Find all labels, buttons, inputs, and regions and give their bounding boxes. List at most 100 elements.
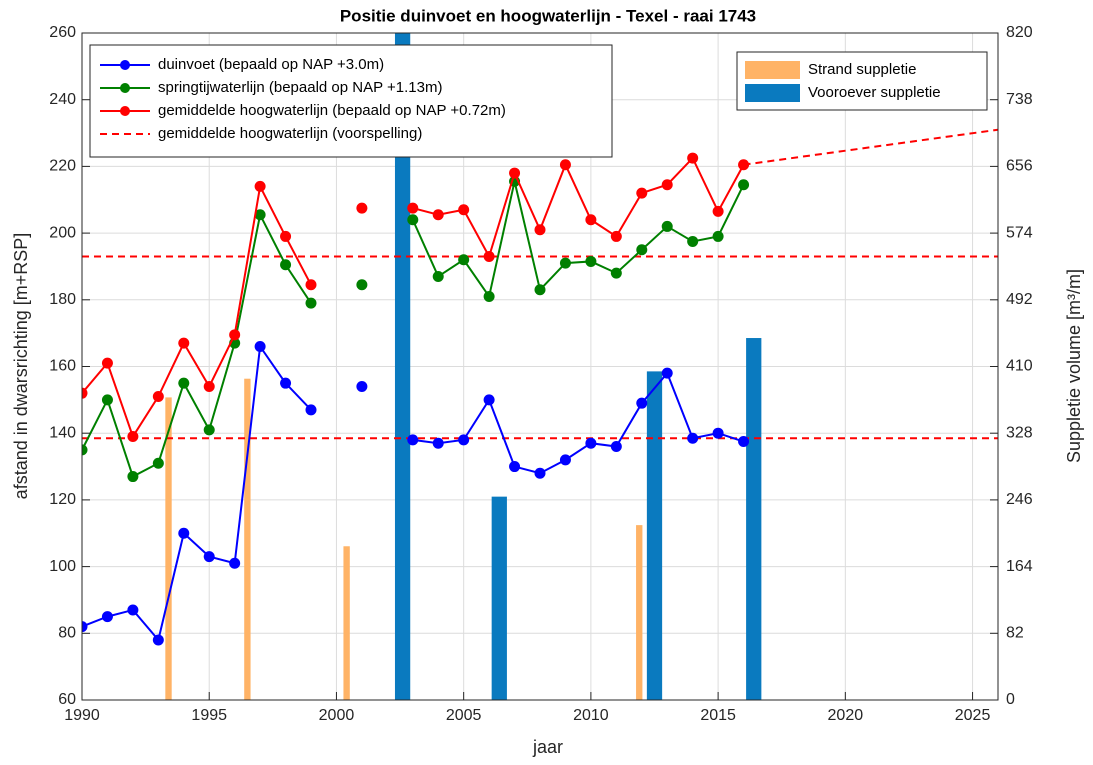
point — [254, 180, 266, 192]
point — [559, 454, 571, 466]
point — [458, 204, 470, 216]
bar — [244, 378, 251, 700]
point — [82, 444, 88, 456]
point — [280, 259, 292, 271]
legend-label: Strand suppletie — [808, 61, 916, 78]
y2-tick-label: 492 — [1006, 291, 1033, 308]
y-tick-label: 220 — [49, 158, 76, 175]
point — [203, 551, 215, 563]
y-tick-label: 200 — [49, 224, 76, 241]
point — [712, 205, 724, 217]
point — [127, 471, 139, 483]
bar — [491, 496, 507, 700]
point — [534, 467, 546, 479]
point — [101, 357, 113, 369]
point — [432, 209, 444, 221]
y2-tick-label: 246 — [1006, 491, 1033, 508]
point — [305, 404, 317, 416]
legend-patch — [745, 61, 800, 79]
legend-label: Vooroever suppletie — [808, 84, 941, 101]
point — [534, 284, 546, 296]
y-tick-label: 60 — [58, 691, 76, 708]
point — [585, 437, 597, 449]
x-axis-label: jaar — [532, 737, 563, 757]
legend-patch — [745, 84, 800, 102]
point — [178, 377, 190, 389]
axes: 1990 1995 2000 2005 2010 2015 2020 202560801001… — [49, 24, 1033, 724]
point — [432, 270, 444, 282]
x-tick-label: 2025 — [955, 707, 991, 724]
y-tick-label: 120 — [49, 491, 76, 508]
y-tick-label: 160 — [49, 358, 76, 375]
bars — [165, 33, 762, 700]
point — [127, 431, 139, 443]
x-tick-label: 2020 — [828, 707, 864, 724]
x-tick-label: 2015 — [700, 707, 736, 724]
y2-tick-label: 820 — [1006, 24, 1033, 41]
point — [203, 381, 215, 393]
bar — [746, 338, 762, 700]
point — [229, 329, 241, 341]
point — [305, 279, 317, 291]
point — [610, 230, 622, 242]
point — [101, 394, 113, 406]
y-tick-label: 240 — [49, 91, 76, 108]
legend: duinvoet (bepaald op NAP +3.0m) springtij… — [89, 44, 988, 158]
x-tick-label: 2005 — [446, 707, 482, 724]
point — [636, 397, 648, 409]
series-line — [82, 343, 744, 643]
series-line — [82, 156, 745, 439]
point — [661, 220, 673, 232]
legend-marker — [120, 60, 130, 70]
legend-box — [89, 44, 613, 158]
y2-tick-label: 82 — [1006, 625, 1024, 642]
y-axis-label: afstand in dwarsrichting [m+RSP] — [11, 233, 31, 500]
x-tick-label: 2000 — [319, 707, 355, 724]
y2-tick-label: 164 — [1006, 558, 1033, 575]
legend-label: springtijwaterlijn (bepaald op NAP +1.13… — [158, 79, 442, 96]
legend-label: gemiddelde hoogwaterlijn (voorspelling) — [158, 125, 422, 142]
legend-marker — [120, 106, 130, 116]
point — [407, 202, 419, 214]
bar — [646, 371, 663, 700]
point — [738, 179, 750, 191]
y-tick-label: 180 — [49, 291, 76, 308]
y2-tick-label: 656 — [1006, 158, 1033, 175]
y2-tick-label: 328 — [1006, 424, 1033, 441]
point — [82, 387, 88, 399]
point — [610, 267, 622, 279]
bar — [343, 546, 350, 700]
x-tick-label: 2010 — [573, 707, 609, 724]
point — [254, 340, 266, 352]
bar — [636, 525, 643, 700]
point — [585, 214, 597, 226]
chart-title: Positie duinvoet en hoogwaterlijn - Texe… — [340, 6, 756, 25]
point — [458, 254, 470, 266]
point — [534, 224, 546, 236]
y-tick-label: 140 — [49, 424, 76, 441]
point — [712, 230, 724, 242]
point — [280, 230, 292, 242]
y-tick-label: 100 — [49, 558, 76, 575]
point — [636, 187, 648, 199]
x-tick-label: 1990 — [64, 707, 100, 724]
point — [483, 250, 495, 262]
series-line — [743, 128, 998, 166]
point — [356, 381, 368, 393]
point — [636, 244, 648, 256]
point — [712, 427, 724, 439]
point — [203, 424, 215, 436]
legend-label: duinvoet (bepaald op NAP +3.0m) — [158, 56, 384, 73]
point — [356, 279, 368, 291]
point — [738, 436, 750, 448]
point — [82, 621, 88, 633]
legend-label: gemiddelde hoogwaterlijn (bepaald op NAP… — [158, 102, 506, 119]
point — [687, 235, 699, 247]
y2-tick-label: 738 — [1006, 91, 1033, 108]
point — [101, 611, 113, 623]
point — [152, 634, 164, 646]
y2-tick-label: 574 — [1006, 224, 1033, 241]
x-tick-label: 1995 — [191, 707, 227, 724]
point — [152, 457, 164, 469]
point — [407, 434, 419, 446]
